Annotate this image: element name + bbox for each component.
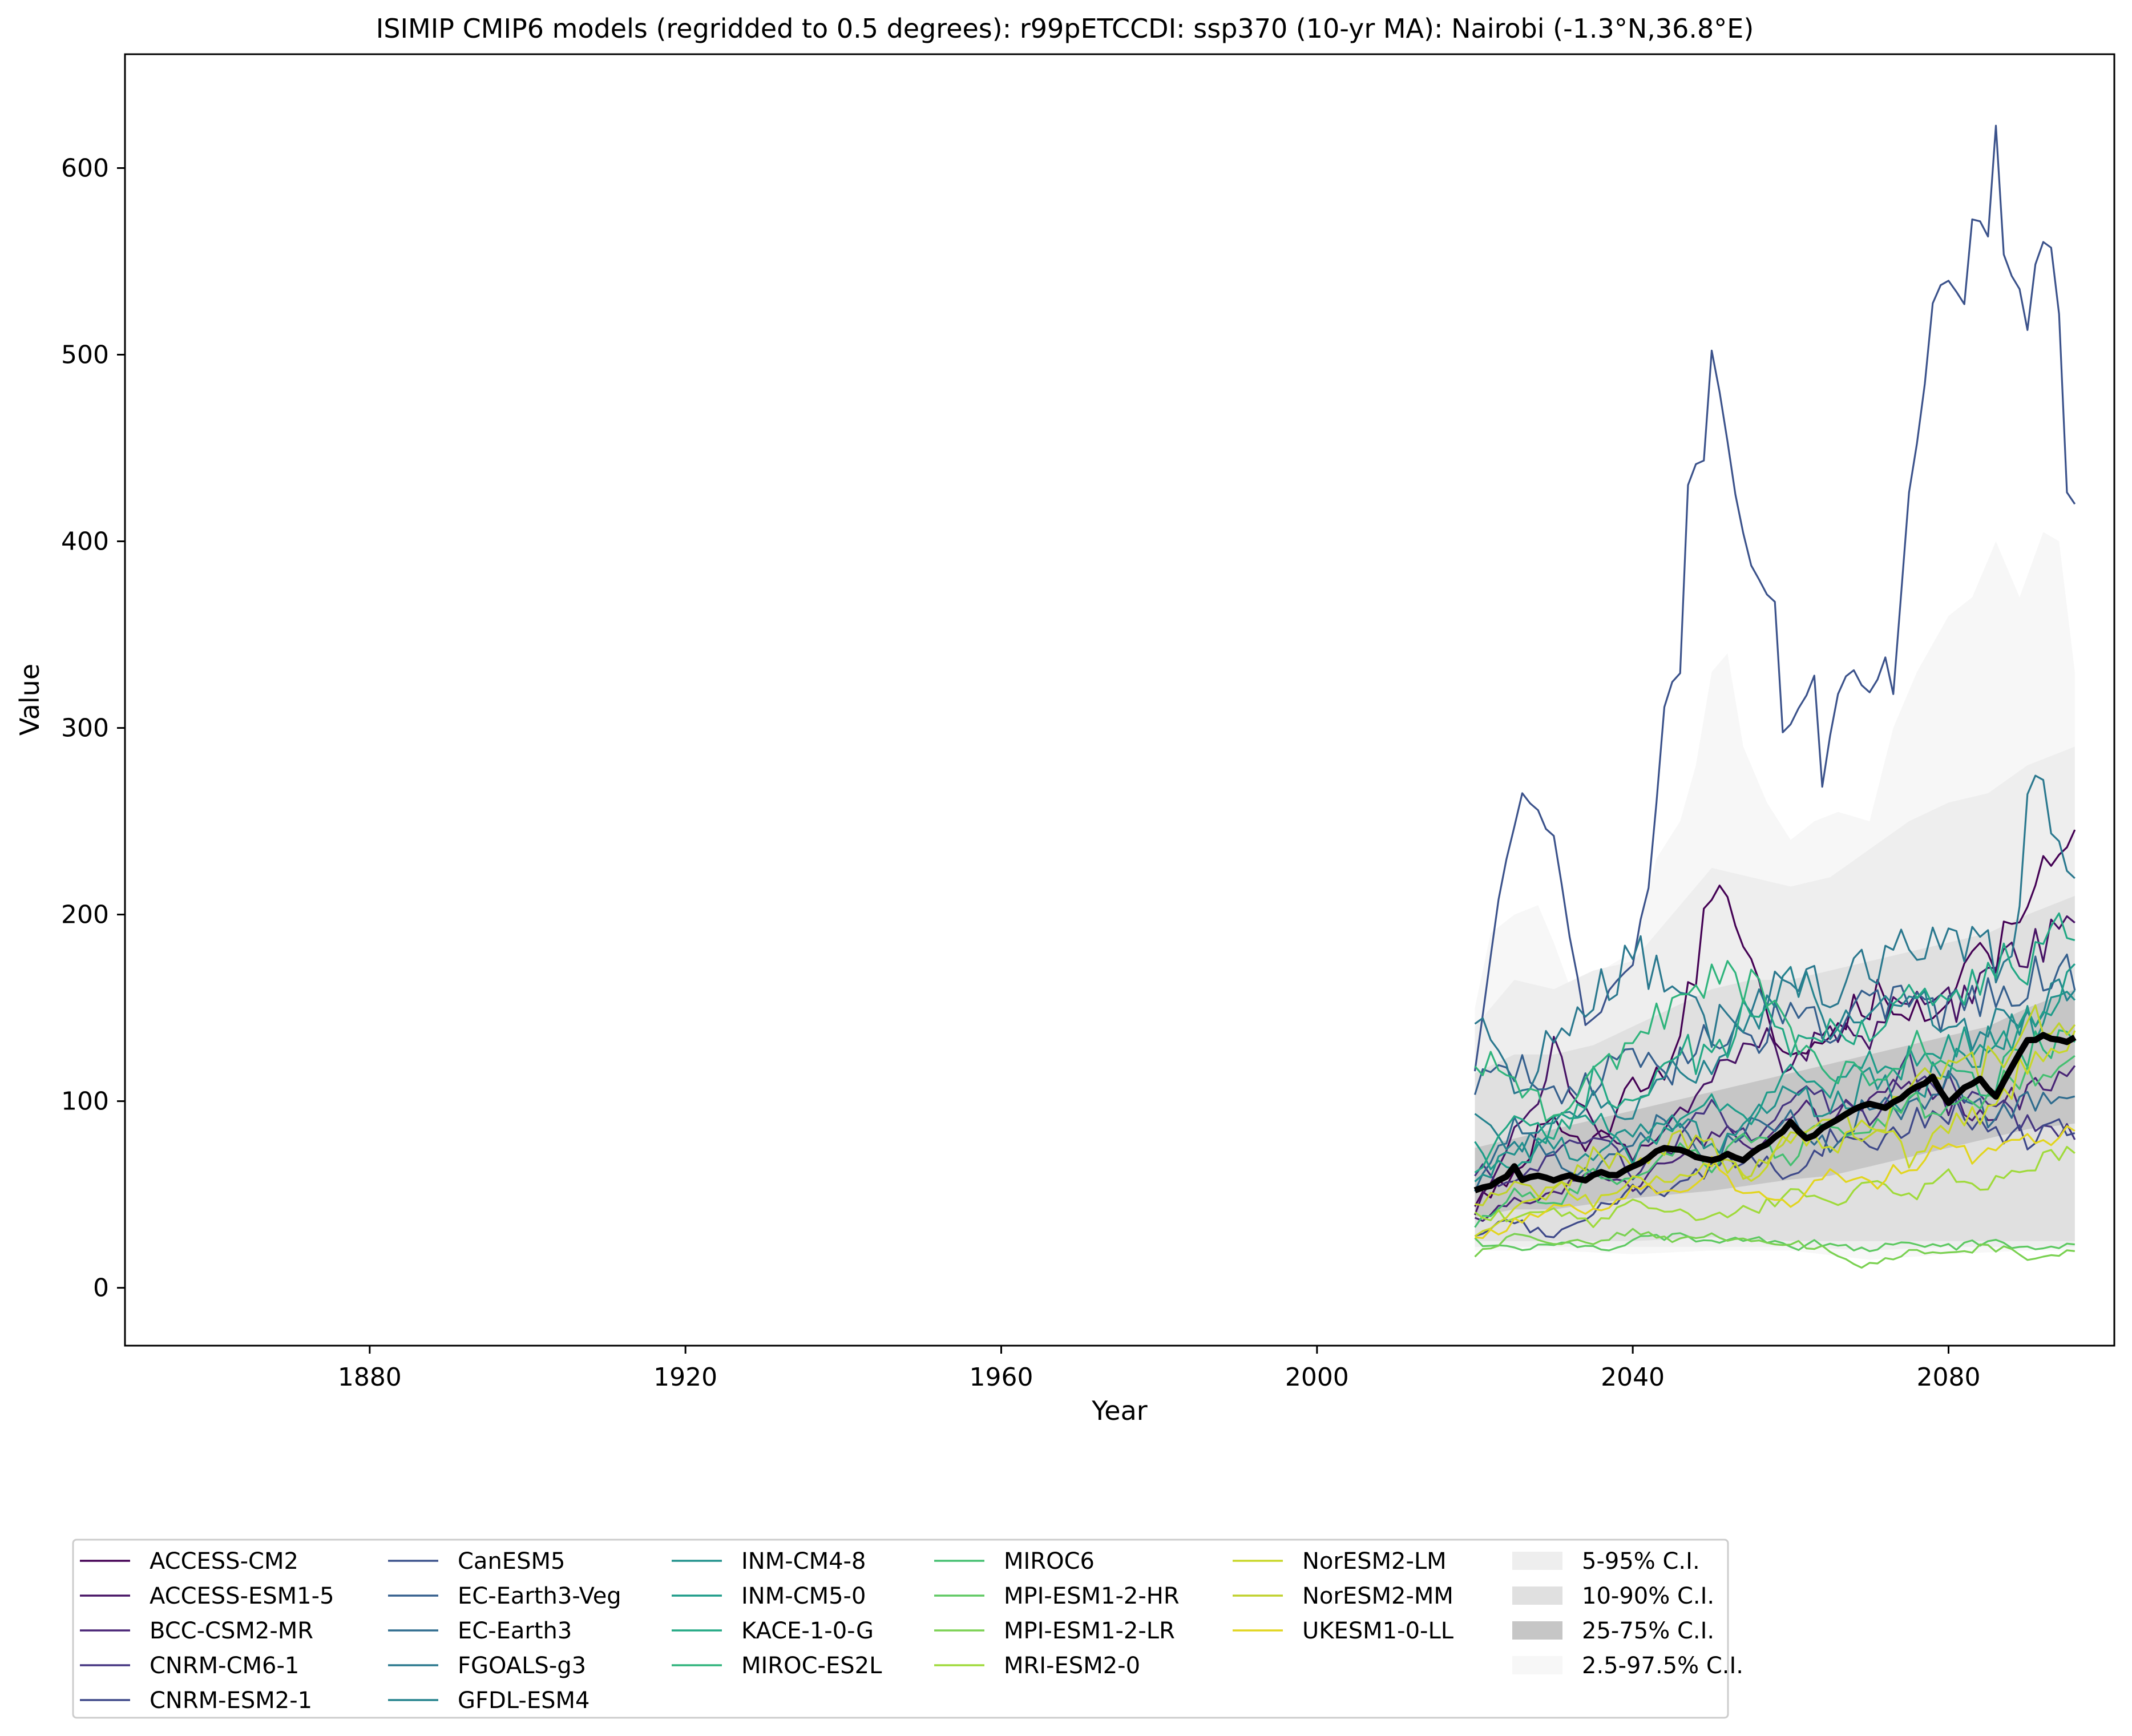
band-25-75-c-i: [1475, 989, 2075, 1217]
x-tick-label-1920: 1920: [653, 1363, 717, 1392]
legend-item-mri-esm2-0: MRI-ESM2-0: [934, 1653, 1140, 1679]
x-tick-label-2080: 2080: [1917, 1363, 1981, 1392]
series-ukesm1-0-ll: [1475, 1125, 2076, 1240]
legend-item-gfdl-esm4: GFDL-ESM4: [388, 1687, 589, 1714]
series-kace-1-0-g: [1474, 912, 2076, 1173]
legend-label: EC-Earth3-Veg: [458, 1583, 621, 1609]
legend-label: ACCESS-CM2: [150, 1548, 298, 1574]
legend-label: ACCESS-ESM1-5: [150, 1583, 334, 1609]
median-series: [1473, 1032, 2077, 1193]
y-tick-label-400: 400: [61, 527, 109, 556]
legend-item-2-5-97-5-c-i: 2.5-97.5% C.I.: [1512, 1653, 1743, 1679]
y-axis: 0 100 200 300 400 500 600: [61, 154, 125, 1303]
legend-label: CNRM-CM6-1: [150, 1653, 299, 1679]
series-miroc6: [1474, 1055, 2076, 1228]
legend-item-kace-1-0-g: KACE-1-0-G: [672, 1618, 874, 1644]
legend-item-ec-earth3-veg: EC-Earth3-Veg: [388, 1583, 621, 1609]
confidence-bands: [1475, 532, 2075, 1260]
x-tick-label-2040: 2040: [1601, 1363, 1665, 1392]
y-tick-label-0: 0: [93, 1274, 109, 1303]
legend-item-inm-cm5-0: INM-CM5-0: [672, 1583, 866, 1609]
y-tick-label-500: 500: [61, 341, 109, 370]
legend-item-ec-earth3: EC-Earth3: [388, 1618, 572, 1644]
chart-title: ISIMIP CMIP6 models (regridded to 0.5 de…: [376, 13, 1754, 44]
x-tick-label-1960: 1960: [970, 1363, 1033, 1392]
x-tick-label-1880: 1880: [338, 1363, 402, 1392]
legend-swatch: [1512, 1552, 1562, 1570]
legend-label: 2.5-97.5% C.I.: [1582, 1653, 1743, 1679]
legend-item-bcc-csm2-mr: BCC-CSM2-MR: [80, 1618, 313, 1644]
legend-label: MIROC6: [1004, 1548, 1095, 1574]
legend-swatch: [1512, 1621, 1562, 1640]
series-inm-cm4-8: [1474, 991, 2076, 1182]
series-cnrm-cm6-1: [1474, 1050, 2076, 1188]
series-fgoals-g3: [1474, 774, 2076, 1095]
legend-item-miroc-es2l: MIROC-ES2L: [672, 1653, 882, 1679]
legend-label: 25-75% C.I.: [1582, 1618, 1714, 1644]
x-tick-label-2000: 2000: [1285, 1363, 1349, 1392]
y-tick-label-300: 300: [61, 714, 109, 743]
legend-label: INM-CM4-8: [741, 1548, 866, 1574]
series-noresm2-mm: [1475, 1004, 2076, 1206]
legend-label: CNRM-ESM2-1: [150, 1687, 312, 1714]
legend-label: EC-Earth3: [458, 1618, 572, 1644]
legend-item-canesm5: CanESM5: [388, 1548, 565, 1574]
legend-box: [72, 1539, 1729, 1719]
legend-label: 5-95% C.I.: [1582, 1548, 1700, 1574]
y-tick-label-600: 600: [61, 154, 109, 183]
legend-swatch: [1512, 1586, 1562, 1605]
series-median: [1473, 1032, 2077, 1193]
x-axis: 1880 1920 1960 2000 2040 2080: [338, 1346, 1981, 1392]
series-gfdl-esm4: [1474, 966, 2076, 1153]
legend-label: KACE-1-0-G: [741, 1618, 874, 1644]
legend-label: UKESM1-0-LL: [1302, 1618, 1454, 1644]
legend-item-25-75-c-i: 25-75% C.I.: [1512, 1618, 1714, 1644]
legend-item-cnrm-esm2-1: CNRM-ESM2-1: [80, 1687, 312, 1714]
legend-swatch: [1512, 1656, 1562, 1674]
series-mpi-esm1-2-hr: [1474, 1232, 2075, 1253]
series-canesm5: [1473, 124, 2076, 1072]
legend-item-miroc6: MIROC6: [934, 1548, 1095, 1574]
legend-item-noresm2-mm: NorESM2-MM: [1233, 1583, 1453, 1609]
legend-item-noresm2-lm: NorESM2-LM: [1233, 1548, 1447, 1574]
legend-label: NorESM2-MM: [1302, 1583, 1453, 1609]
plot-frame: [124, 53, 2115, 1347]
legend-label: MIROC-ES2L: [741, 1653, 882, 1679]
legend-label: BCC-CSM2-MR: [150, 1618, 313, 1644]
series-mri-esm2-0: [1474, 1146, 2076, 1228]
series-ec-earth3-veg: [1473, 954, 2076, 1105]
legend-label: INM-CM5-0: [741, 1583, 866, 1609]
legend-item-cnrm-cm6-1: CNRM-CM6-1: [80, 1653, 299, 1679]
legend-label: MPI-ESM1-2-HR: [1004, 1583, 1180, 1609]
legend-label: CanESM5: [458, 1548, 565, 1574]
legend-item-inm-cm4-8: INM-CM4-8: [672, 1548, 866, 1574]
x-axis-label: Year: [1091, 1395, 1147, 1426]
y-tick-label-100: 100: [61, 1087, 109, 1116]
legend-label: NorESM2-LM: [1302, 1548, 1447, 1574]
y-axis-label: Value: [14, 664, 45, 736]
legend-item-10-90-c-i: 10-90% C.I.: [1512, 1583, 1714, 1609]
legend-item-5-95-c-i: 5-95% C.I.: [1512, 1548, 1700, 1574]
legend-label: GFDL-ESM4: [458, 1687, 589, 1714]
legend-label: 10-90% C.I.: [1582, 1583, 1714, 1609]
legend-item-fgoals-g3: FGOALS-g3: [388, 1653, 586, 1679]
series-inm-cm5-0: [1474, 963, 2076, 1170]
legend-item-mpi-esm1-2-hr: MPI-ESM1-2-HR: [934, 1583, 1180, 1609]
series-cnrm-esm2-1: [1475, 1099, 2076, 1238]
legend-item-ukesm1-0-ll: UKESM1-0-LL: [1233, 1618, 1454, 1644]
legend-item-mpi-esm1-2-lr: MPI-ESM1-2-LR: [934, 1618, 1175, 1644]
legend: ACCESS-CM2 ACCESS-ESM1-5 BCC-CSM2-MR CNRM-C…: [72, 1539, 1743, 1719]
legend-label: MRI-ESM2-0: [1004, 1653, 1140, 1679]
series-mpi-esm1-2-lr: [1474, 1228, 2075, 1269]
series-access-cm2: [1474, 829, 2076, 1207]
legend-item-access-esm1-5: ACCESS-ESM1-5: [80, 1583, 334, 1609]
legend-label: MPI-ESM1-2-LR: [1004, 1618, 1175, 1644]
legend-label: FGOALS-g3: [458, 1653, 586, 1679]
y-tick-label-200: 200: [61, 901, 109, 930]
legend-item-access-cm2: ACCESS-CM2: [80, 1548, 298, 1574]
